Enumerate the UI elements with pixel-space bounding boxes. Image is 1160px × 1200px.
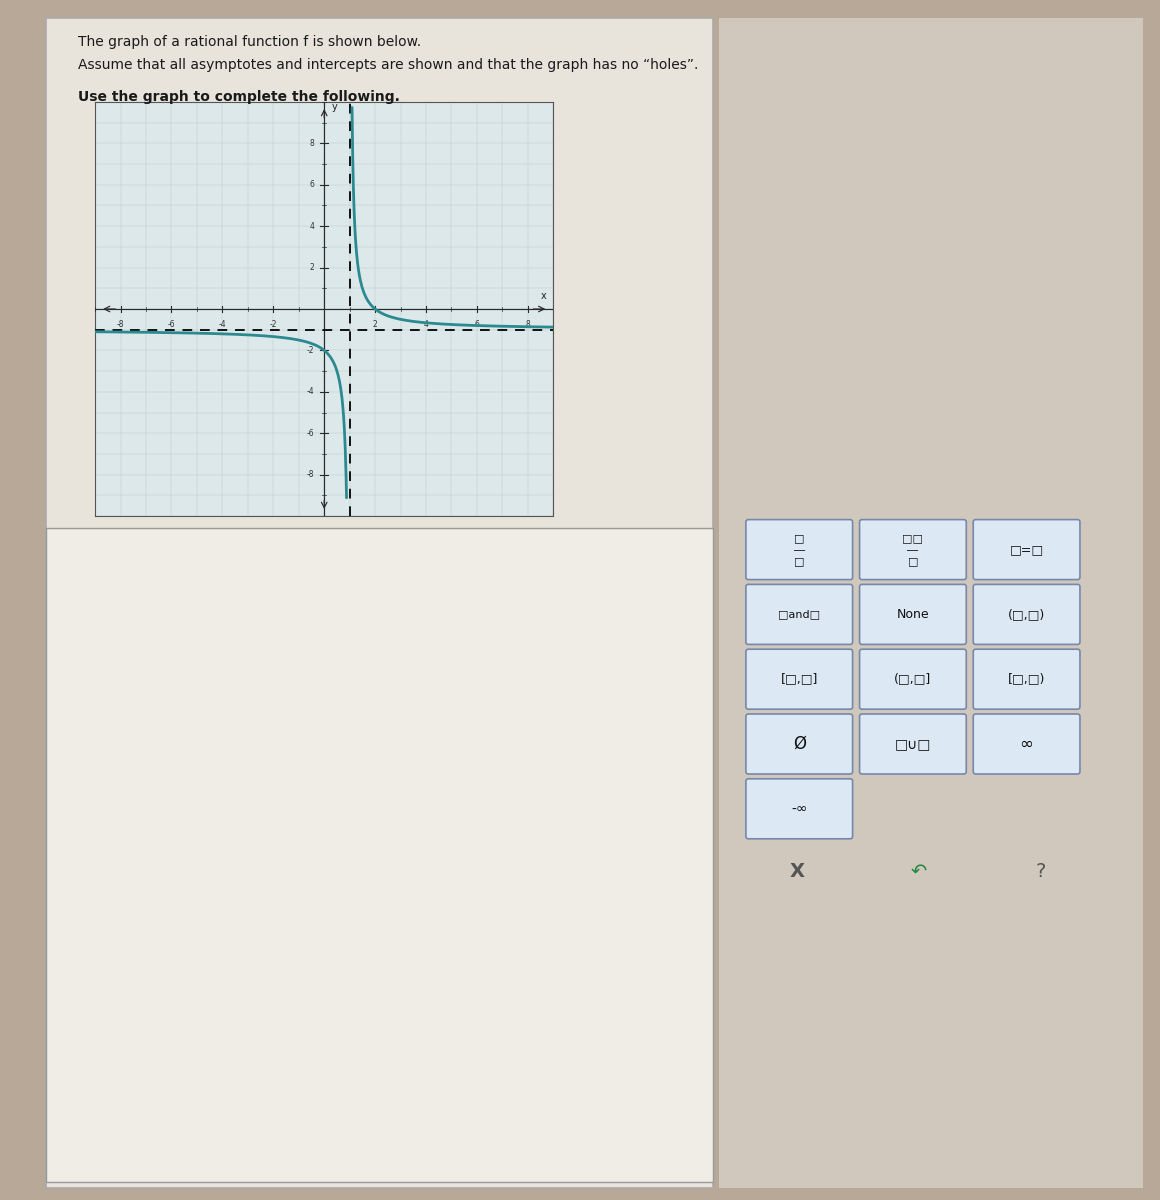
Text: □
―
□: □ ― □: [793, 533, 805, 566]
Text: None: None: [897, 608, 929, 620]
Text: 4: 4: [423, 320, 428, 329]
Text: -2: -2: [269, 320, 277, 329]
Text: ?: ?: [1036, 862, 1045, 881]
Text: Horizontal asymptote(s):: Horizontal asymptote(s):: [81, 635, 254, 649]
FancyBboxPatch shape: [746, 779, 853, 839]
Text: ↶: ↶: [911, 862, 927, 881]
Text: (□,□): (□,□): [1008, 608, 1045, 620]
Text: -1: -1: [264, 767, 278, 781]
FancyBboxPatch shape: [860, 584, 966, 644]
Text: [□,□]: [□,□]: [781, 673, 818, 685]
Text: [□,□): [□,□): [1008, 673, 1045, 685]
Text: -6: -6: [404, 767, 418, 781]
Text: (b) Find all x-intercepts and y-intercepts. Check all that: (b) Find all x-intercepts and y-intercep…: [56, 673, 438, 688]
Text: □□
―
□: □□ ― □: [902, 533, 923, 566]
Text: asymptotes. Enter the equations using the "and" button as: asymptotes. Enter the equations using th…: [58, 558, 469, 572]
Text: Domain:: Domain:: [81, 848, 140, 863]
Text: necessary. Select "None" as necessary.: necessary. Select "None" as necessary.: [58, 580, 328, 594]
Text: (□,□]: (□,□]: [894, 673, 931, 685]
Text: -6: -6: [264, 727, 278, 742]
FancyBboxPatch shape: [358, 623, 425, 652]
FancyBboxPatch shape: [746, 584, 853, 644]
FancyBboxPatch shape: [973, 584, 1080, 644]
FancyBboxPatch shape: [746, 649, 853, 709]
Text: □=□: □=□: [1009, 544, 1044, 556]
Text: -∞: -∞: [791, 802, 807, 816]
Text: y-intercept(s):: y-intercept(s):: [72, 756, 171, 770]
Text: X: X: [790, 862, 804, 881]
Text: (c) Find the domain and range of f.: (c) Find the domain and range of f.: [56, 800, 297, 815]
Text: Write each answer as an interval or union of intervals.: Write each answer as an interval or unio…: [56, 822, 433, 836]
Text: x-intercept(s):: x-intercept(s):: [72, 716, 171, 731]
Text: -6: -6: [168, 320, 175, 329]
FancyBboxPatch shape: [746, 520, 853, 580]
Text: 2: 2: [310, 263, 314, 272]
Text: ∞: ∞: [1020, 734, 1034, 754]
Text: 8: 8: [310, 139, 314, 148]
FancyBboxPatch shape: [973, 714, 1080, 774]
Text: 6: 6: [310, 180, 314, 190]
Text: None: None: [473, 727, 509, 742]
Text: 4: 4: [310, 222, 314, 230]
Text: 8: 8: [525, 320, 530, 329]
Text: -8: -8: [117, 320, 124, 329]
Text: Use the graph to complete the following.: Use the graph to complete the following.: [78, 90, 399, 104]
Text: None: None: [473, 767, 509, 781]
Text: 2: 2: [372, 320, 377, 329]
Text: -2: -2: [306, 346, 314, 355]
FancyBboxPatch shape: [973, 649, 1080, 709]
Text: -6: -6: [306, 428, 314, 438]
Text: -8: -8: [306, 470, 314, 479]
FancyBboxPatch shape: [196, 894, 274, 923]
Text: The graph of a rational function f is shown below.: The graph of a rational function f is sh…: [78, 35, 421, 49]
Text: (a) Write the equations for all vertical and horizontal: (a) Write the equations for all vertical…: [58, 536, 423, 551]
FancyBboxPatch shape: [973, 520, 1080, 580]
Text: y: y: [332, 102, 338, 113]
Text: Range:: Range:: [81, 906, 130, 920]
Text: Assume that all asymptotes and intercepts are shown and that the graph has no “h: Assume that all asymptotes and intercept…: [78, 58, 698, 72]
Text: Vertical asymptote(s):: Vertical asymptote(s):: [81, 604, 234, 618]
FancyBboxPatch shape: [196, 836, 274, 865]
Text: □∪□: □∪□: [894, 737, 931, 751]
Text: □and□: □and□: [778, 610, 820, 619]
Text: Ø: Ø: [792, 734, 806, 754]
Text: 2: 2: [404, 727, 413, 742]
FancyBboxPatch shape: [312, 592, 378, 620]
FancyBboxPatch shape: [860, 714, 966, 774]
FancyBboxPatch shape: [746, 714, 853, 774]
Text: 3: 3: [334, 767, 343, 781]
Text: x: x: [541, 290, 546, 301]
Text: apply.: apply.: [56, 695, 96, 709]
FancyBboxPatch shape: [860, 649, 966, 709]
FancyBboxPatch shape: [860, 520, 966, 580]
Text: -4: -4: [218, 320, 226, 329]
Text: -4: -4: [306, 388, 314, 396]
Text: 6: 6: [474, 320, 479, 329]
Text: 3: 3: [334, 727, 343, 742]
